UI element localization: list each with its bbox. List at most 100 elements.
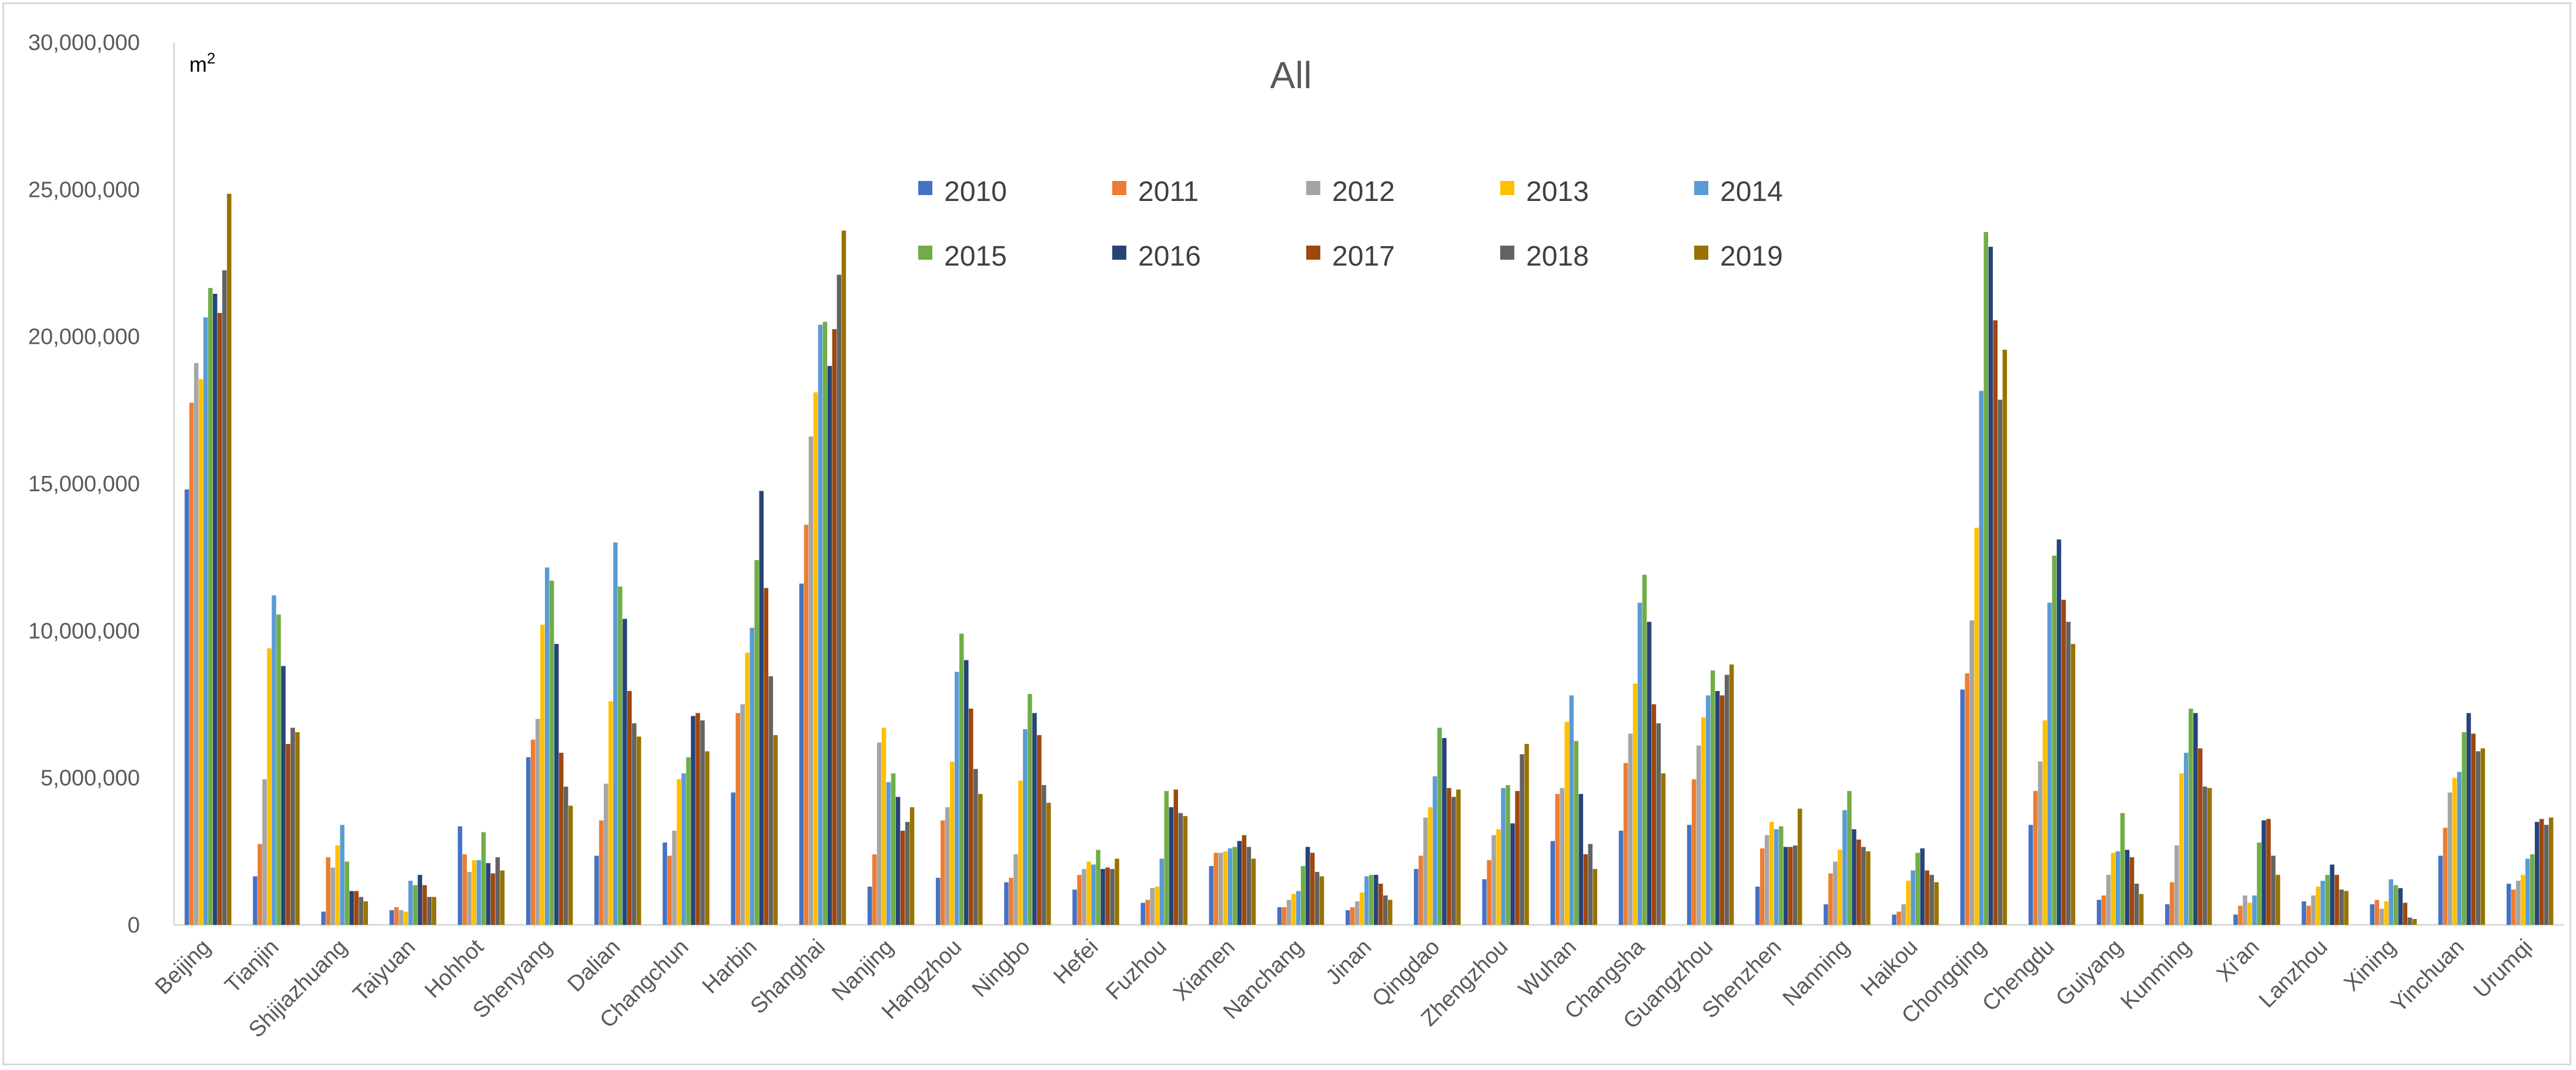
bar-2018-shanghai [837, 274, 842, 925]
bar-2017-hohhot [490, 873, 496, 925]
bar-2016-xian [2261, 820, 2266, 925]
bar-2010-chengdu [2028, 824, 2033, 925]
bar-2013-hangzhou [949, 762, 955, 925]
bar-2012-shenzhen [1765, 835, 1769, 925]
legend-item-2015: 2015 [918, 241, 1007, 272]
x-tick-label: Ningbo [968, 935, 1035, 1002]
bar-2011-hangzhou [940, 820, 945, 925]
legend-item-2018: 2018 [1500, 241, 1589, 272]
bar-2012-changsha [1628, 733, 1633, 925]
bar-2018-fuzhou [1178, 813, 1183, 925]
bar-2013-nanning [1838, 850, 1842, 925]
legend-swatch [918, 246, 932, 260]
bar-2011-xian [2238, 905, 2243, 925]
bar-2010-tianjin [253, 876, 257, 925]
bar-2015-taiyuan [413, 885, 418, 925]
bar-2012-shijiazhuang [330, 867, 335, 925]
bar-2013-urumqi [2520, 874, 2525, 925]
legend-swatch [1500, 246, 1514, 260]
legend-swatch [1694, 246, 1708, 260]
bar-2019-dalian [637, 736, 641, 925]
legend-swatch [1500, 181, 1514, 195]
x-tick-label: Chengdu [1978, 935, 2059, 1017]
bar-2017-changchun [695, 713, 700, 925]
bar-2010-wuhan [1550, 841, 1555, 925]
bar-2010-lanzhou [2301, 901, 2306, 925]
bar-2016-qingdao [1442, 738, 1447, 925]
bar-2014-nanning [1842, 810, 1847, 925]
bar-2016-xiamen [1237, 841, 1242, 925]
bar-2014-hangzhou [954, 672, 959, 925]
unit-base: m [189, 52, 207, 76]
bar-2015-tianjin [276, 614, 281, 925]
bar-2017-nanning [1856, 839, 1861, 925]
bar-2016-kunming [2193, 713, 2198, 925]
bar-2019-nanjing [909, 807, 915, 925]
bar-2010-harbin [731, 792, 735, 925]
bar-2018-changsha [1656, 723, 1661, 925]
bar-2012-hohhot [467, 871, 472, 925]
bar-2014-yinchuan [2457, 772, 2462, 925]
bar-2010-shanghai [799, 583, 804, 925]
bar-2013-taiyuan [403, 911, 409, 925]
bar-2012-nanning [1833, 861, 1838, 925]
bar-2013-haikou [1906, 880, 1911, 925]
bar-2017-hangzhou [968, 709, 973, 925]
bar-2016-harbin [759, 491, 764, 925]
bar-2012-jinan [1355, 901, 1360, 925]
bar-2014-qingdao [1433, 776, 1437, 925]
bar-2019-harbin [773, 735, 778, 925]
y-tick-label: 20,000,000 [28, 325, 140, 350]
bar-2011-kunming [2170, 882, 2174, 925]
bar-2011-fuzhou [1145, 900, 1150, 925]
y-tick-label: 15,000,000 [28, 472, 140, 497]
bar-2015-changchun [686, 757, 691, 925]
bar-2013-chongqing [1974, 528, 1979, 925]
bar-2013-ningbo [1018, 780, 1023, 925]
bar-2011-shanghai [804, 525, 809, 925]
bar-2011-shijiazhuang [326, 857, 330, 925]
x-tick-label: Guiyang [2051, 935, 2127, 1011]
bar-2014-shanghai [818, 324, 823, 925]
bar-2012-zhengzhou [1491, 835, 1496, 925]
legend-swatch [1306, 181, 1320, 195]
bar-2018-taiyuan [427, 897, 432, 925]
bar-2015-shenzhen [1779, 826, 1784, 925]
bar-2011-xiamen [1213, 853, 1219, 925]
bar-2017-guiyang [2129, 857, 2135, 925]
bar-2014-zhengzhou [1501, 788, 1506, 925]
bar-2018-yinchuan [2475, 751, 2481, 925]
bar-2010-chongqing [1960, 689, 1965, 925]
bar-2012-haikou [1901, 904, 1906, 925]
bar-2018-chengdu [2066, 622, 2071, 925]
bar-2013-hohhot [471, 860, 477, 925]
bar-2011-dalian [599, 820, 604, 925]
bar-2011-nanning [1828, 873, 1833, 925]
bar-2013-xiamen [1223, 851, 1228, 925]
bar-2012-guangzhou [1696, 745, 1701, 925]
bar-2015-nanning [1847, 791, 1852, 925]
bar-2017-harbin [764, 588, 768, 925]
bar-2010-taiyuan [389, 910, 394, 925]
bar-2015-ningbo [1028, 693, 1032, 925]
bar-2015-qingdao [1437, 727, 1442, 925]
x-tick-label: Wuhan [1514, 935, 1581, 1002]
bar-2013-guangzhou [1701, 717, 1706, 925]
bar-2019-tianjin [295, 732, 300, 925]
unit-superscript: 2 [207, 49, 215, 67]
bar-2015-lanzhou [2325, 874, 2330, 925]
bar-2015-jinan [1369, 874, 1374, 925]
bar-2018-qingdao [1451, 797, 1456, 925]
bar-2016-hohhot [486, 863, 491, 925]
y-tick-label: 25,000,000 [28, 177, 140, 202]
bar-2016-shenzhen [1784, 847, 1788, 925]
legend-swatch [918, 181, 932, 195]
bar-2017-ningbo [1037, 735, 1042, 925]
x-tick-label: Jinan [1321, 935, 1376, 990]
bar-2012-xiamen [1218, 853, 1223, 925]
bar-2018-shijiazhuang [359, 897, 363, 925]
bar-2019-changsha [1661, 773, 1666, 925]
bar-2019-shenzhen [1798, 809, 1802, 925]
